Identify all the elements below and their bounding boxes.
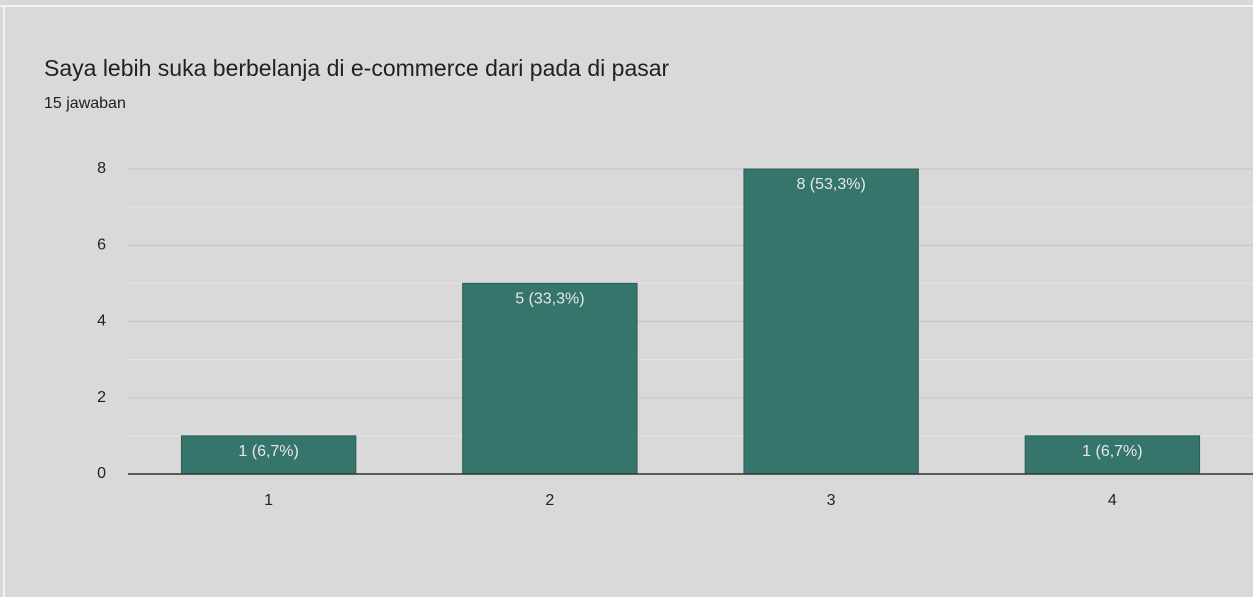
data-label: 1 (6,7%) [1082, 443, 1142, 460]
bar [1024, 435, 1201, 475]
y-tick-label: 6 [97, 236, 106, 253]
x-tick-label: 2 [545, 492, 554, 509]
x-tick-label: 3 [827, 492, 836, 509]
bar [743, 168, 919, 475]
x-tick-label: 4 [1108, 492, 1117, 509]
bar [180, 435, 357, 475]
data-label: 5 (33,3%) [515, 291, 584, 308]
y-tick-label: 2 [97, 389, 106, 406]
bar [462, 282, 638, 475]
chart-title: Saya lebih suka berbelanja di e-commerce… [44, 55, 670, 81]
x-tick-label: 1 [264, 492, 273, 509]
y-tick-label: 0 [97, 465, 106, 482]
data-label: 1 (6,7%) [238, 443, 298, 460]
chart-subtitle: 15 jawaban [44, 95, 126, 112]
y-tick-label: 8 [97, 160, 106, 177]
y-tick-label: 4 [97, 313, 106, 330]
data-label: 8 (53,3%) [796, 176, 865, 193]
